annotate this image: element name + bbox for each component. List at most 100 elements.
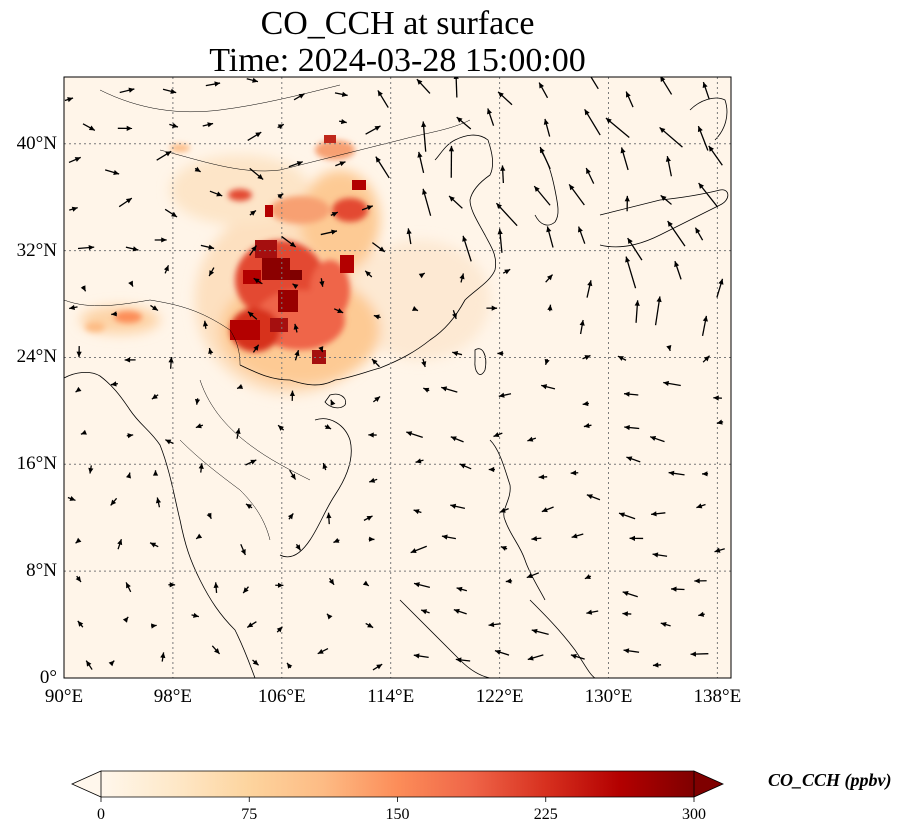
wind-arrow <box>236 384 244 390</box>
wind-arrow <box>618 512 636 520</box>
x-tick-label: 130°E <box>584 686 633 707</box>
wind-arrow <box>487 108 495 126</box>
wind-arrow <box>104 169 120 175</box>
y-tick-label: 40°N <box>16 132 57 154</box>
wind-arrow <box>245 503 253 510</box>
wind-arrow <box>623 648 640 654</box>
wind-arrow <box>701 315 708 336</box>
wind-arrow <box>652 552 668 558</box>
wind-arrow <box>198 463 204 473</box>
wind-arrow <box>702 81 710 100</box>
wind-arrow <box>335 161 346 167</box>
wind-arrow <box>76 346 82 358</box>
wind-arrow <box>281 235 297 248</box>
wind-arrow <box>202 320 209 329</box>
wind-arrow <box>208 347 214 355</box>
wind-arrow <box>364 270 373 278</box>
wind-arrow <box>667 220 686 247</box>
wind-arrow <box>363 515 373 521</box>
wind-arrow <box>543 118 551 137</box>
wind-arrow <box>165 439 174 445</box>
wind-arrow <box>624 424 640 431</box>
wind-arrow <box>247 311 258 320</box>
wind-arrow <box>326 613 333 620</box>
wind-arrow <box>423 387 430 393</box>
wind-arrow <box>208 267 215 277</box>
wind-arrow <box>538 474 548 480</box>
wind-arrow <box>275 582 284 588</box>
wind-arrow <box>417 151 425 174</box>
wind-arrow <box>152 470 159 476</box>
wind-arrow <box>319 278 325 287</box>
wind-arrow <box>526 572 540 579</box>
wind-arrow <box>110 381 118 387</box>
wind-arrow <box>533 185 551 206</box>
wind-arrow <box>584 574 592 580</box>
wind-arrow <box>546 226 554 248</box>
wind-arrow <box>500 165 506 184</box>
wind-arrow <box>377 90 389 108</box>
wind-arrow <box>110 497 118 506</box>
wind-arrow <box>111 311 118 317</box>
x-tick-label: 90°E <box>44 686 84 707</box>
wind-arrow <box>462 235 472 262</box>
wind-arrow <box>696 503 706 509</box>
wind-arrow <box>155 497 162 508</box>
wind-arrow <box>334 91 348 97</box>
wind-arrow <box>495 202 518 227</box>
wind-arrow <box>150 304 159 312</box>
wind-arrow <box>539 146 551 170</box>
wind-arrow <box>289 390 295 401</box>
wind-arrow <box>488 621 501 628</box>
wind-arrow <box>156 150 172 161</box>
wind-arrow <box>247 131 262 141</box>
wind-arrow <box>623 391 639 397</box>
wind-arrow <box>373 314 381 320</box>
wind-arrow <box>568 184 585 206</box>
wind-arrow <box>320 229 338 236</box>
wind-arrow <box>455 657 471 663</box>
wind-arrow <box>317 647 329 655</box>
wind-arrow <box>416 78 431 94</box>
wind-arrow <box>456 116 472 130</box>
map-title: CO_CCH at surface <box>260 5 535 42</box>
wind-arrow <box>77 244 95 251</box>
wind-arrow <box>422 188 432 216</box>
wind-arrow <box>245 459 257 466</box>
wind-arrow <box>649 435 665 443</box>
wind-arrow <box>418 272 426 279</box>
wind-arrow <box>406 228 412 245</box>
wind-arrow <box>122 616 129 623</box>
wind-arrow <box>213 582 219 594</box>
wind-arrow <box>527 436 537 442</box>
wind-arrow <box>538 82 549 99</box>
wind-arrow <box>702 471 709 477</box>
wind-arrow <box>191 612 200 618</box>
x-tick-label: 106°E <box>257 686 306 707</box>
colorbar-tick-label: 75 <box>241 806 258 823</box>
map-background <box>64 77 731 678</box>
wind-arrow <box>502 268 511 275</box>
wind-arrow <box>413 509 422 515</box>
wind-arrow <box>627 237 643 261</box>
wind-arrow <box>154 237 167 243</box>
wind-arrow <box>240 543 246 556</box>
wind-arrow <box>277 424 285 431</box>
wind-arrow <box>75 537 82 544</box>
wind-arrow <box>126 472 132 479</box>
x-tick-label: 98°E <box>153 686 192 707</box>
wind-arrow <box>322 462 328 471</box>
wind-arrow <box>169 122 179 128</box>
wind-arrow <box>126 433 134 439</box>
wind-arrow <box>452 310 458 320</box>
wind-arrow <box>659 126 683 148</box>
wind-arrow <box>82 123 96 131</box>
wind-arrow <box>293 93 305 101</box>
colorbar-tick-label: 300 <box>682 806 706 823</box>
wind-arrow <box>453 608 467 615</box>
wind-arrow <box>202 122 214 128</box>
wind-arrow <box>666 345 672 352</box>
wind-arrow <box>626 456 641 463</box>
wind-arrow <box>663 380 681 387</box>
wind-arrow <box>162 88 177 94</box>
